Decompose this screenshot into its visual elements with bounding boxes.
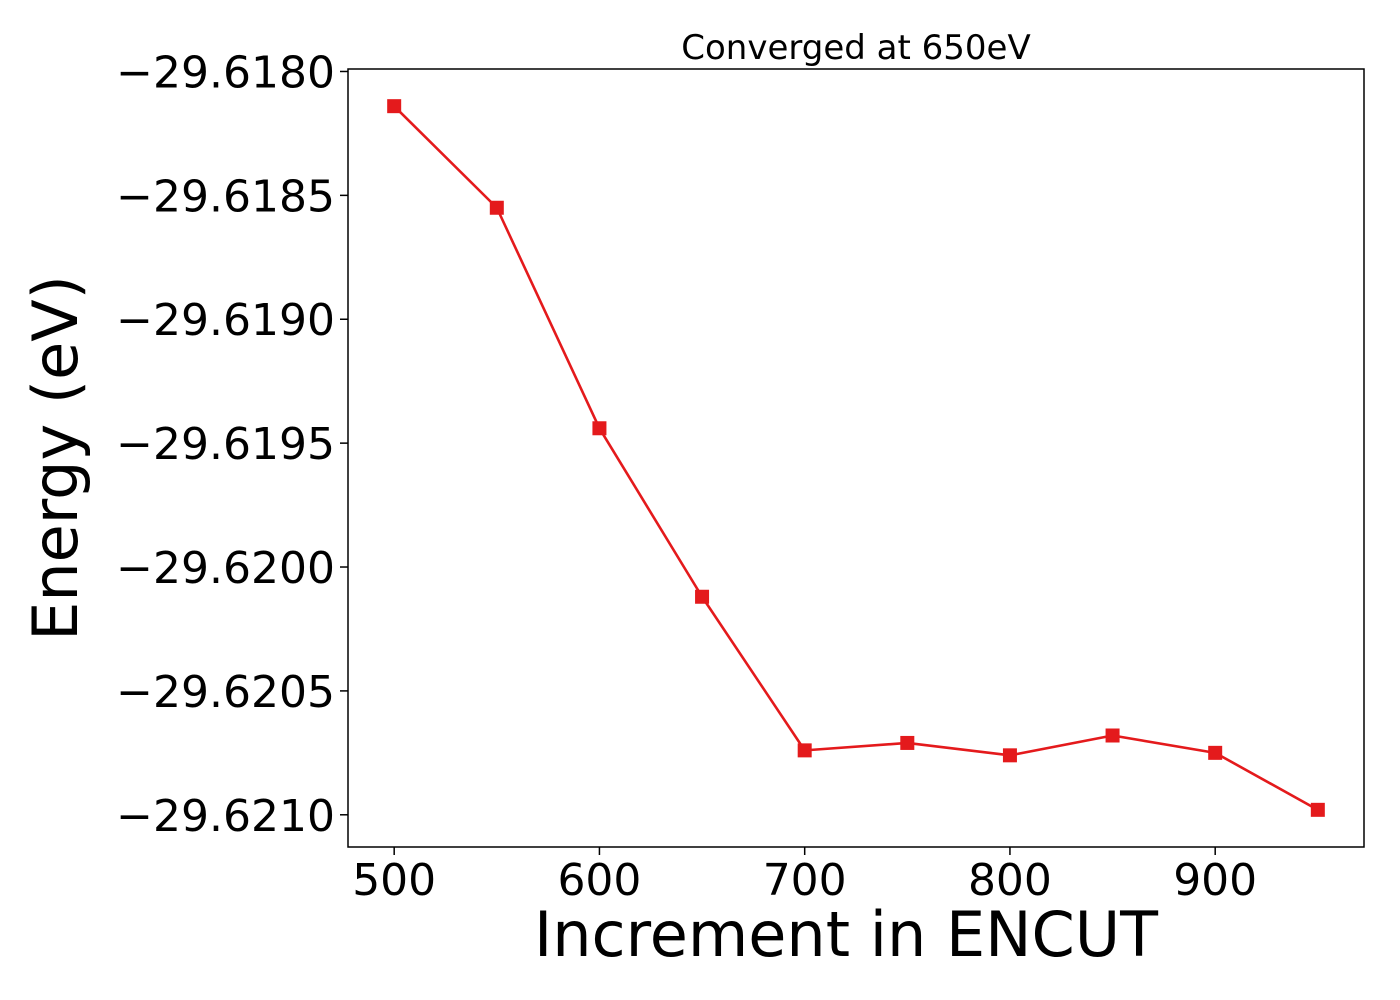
series-line [393, 105, 1319, 811]
y-tick-label: −29.6195 [116, 419, 335, 470]
x-axis: 500 600 700 800 900 [352, 847, 1257, 906]
x-tick-label: 500 [352, 855, 436, 906]
data-point-marker [1310, 802, 1325, 817]
data-point-marker [695, 589, 710, 604]
y-tick-label: −29.6205 [116, 667, 335, 718]
plot-frame [347, 68, 1365, 848]
x-tick-label: 800 [968, 855, 1052, 906]
x-tick-label: 900 [1173, 855, 1257, 906]
y-axis: −29.6180 −29.6185 −29.6190 −29.6195 −29.6200… [116, 47, 348, 842]
y-tick-label: −29.6180 [116, 47, 335, 98]
y-tick-label: −29.6190 [116, 295, 335, 346]
data-point-marker [489, 200, 504, 215]
data-point-marker [900, 735, 915, 750]
data-point-marker [1105, 728, 1120, 743]
data-point-marker [592, 421, 607, 436]
y-axis-label: Energy (eV) [19, 275, 92, 641]
data-point-marker [797, 743, 812, 758]
data-point-marker [387, 99, 402, 114]
x-tick-label: 700 [763, 855, 847, 906]
chart-title: Converged at 650eV [681, 28, 1030, 68]
plot-area [387, 99, 1325, 817]
y-tick-label: −29.6200 [116, 543, 335, 594]
data-point-marker [1002, 748, 1017, 763]
data-point-marker [1208, 745, 1223, 760]
x-tick-label: 600 [557, 855, 641, 906]
y-tick-label: −29.6185 [116, 171, 335, 222]
x-axis-label: Increment in ENCUT [534, 898, 1159, 971]
y-tick-label: −29.6210 [116, 791, 335, 842]
